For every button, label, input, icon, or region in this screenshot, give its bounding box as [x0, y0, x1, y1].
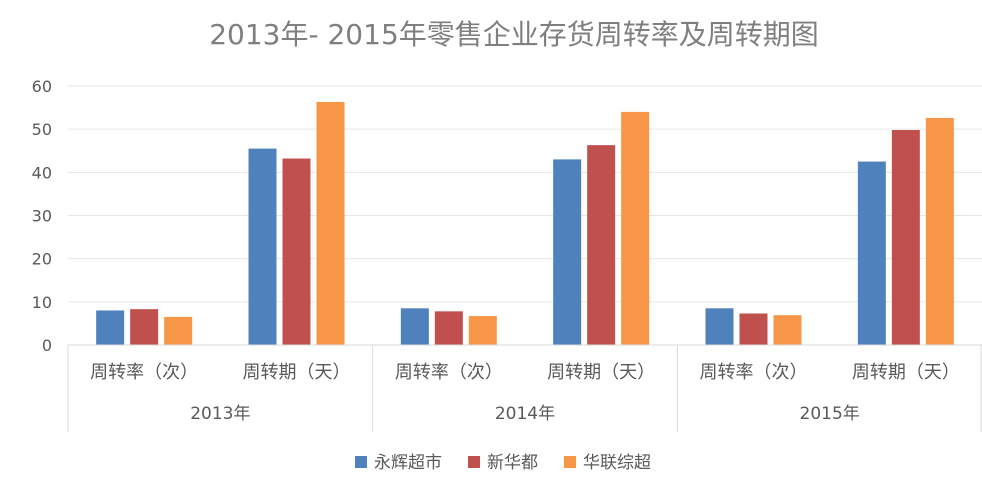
bar — [587, 145, 616, 345]
x-group-label: 2013年 — [190, 404, 250, 424]
x-category-label: 周转率（次） — [90, 362, 198, 383]
legend-swatch — [564, 456, 576, 468]
gridlines — [68, 85, 982, 346]
bar — [891, 130, 920, 345]
y-tick-label: 20 — [32, 250, 52, 269]
x-category-label: 周转率（次） — [700, 362, 808, 383]
y-tick-label: 40 — [32, 163, 52, 182]
bar — [96, 310, 125, 345]
bar — [621, 111, 650, 346]
x-group-label: 2015年 — [800, 404, 860, 424]
bar — [705, 308, 734, 345]
bar — [773, 315, 802, 345]
legend-label: 华联综超 — [583, 453, 651, 473]
bar — [130, 309, 159, 345]
legend-label: 新华都 — [487, 453, 538, 473]
legend-swatch — [355, 456, 367, 468]
x-category-label: 周转期（天） — [852, 362, 960, 383]
bar — [553, 159, 582, 345]
bar — [739, 313, 768, 345]
bars — [96, 101, 954, 346]
x-group-label: 2014年 — [495, 404, 555, 424]
x-category-label: 周转率（次） — [395, 362, 503, 383]
y-tick-label: 60 — [32, 77, 52, 96]
bar — [925, 117, 954, 346]
bar — [248, 148, 277, 345]
legend-swatch — [468, 456, 480, 468]
y-tick-label: 10 — [32, 293, 52, 312]
y-tick-label: 0 — [42, 336, 52, 355]
x-category-label: 周转期（天） — [547, 362, 655, 383]
bar — [164, 316, 193, 345]
bar — [434, 311, 463, 345]
y-axis: 0 10 20 30 40 50 60 — [32, 77, 52, 355]
x-axis: 周转率（次） 周转期（天） 2013年 周转率（次） 周转期（天） 2014年 周转率（次）… — [67, 344, 982, 432]
y-tick-label: 30 — [32, 207, 52, 226]
bar — [468, 316, 497, 345]
x-category-label: 周转期（天） — [243, 362, 351, 383]
chart-title: 2013年- 2015年零售企业存货周转率及周转期图 — [209, 18, 819, 51]
bar — [282, 158, 311, 345]
bar — [857, 161, 886, 345]
legend-label: 永辉超市 — [374, 453, 442, 473]
legend: 永辉超市 新华都 华联综超 — [355, 453, 651, 473]
bar — [400, 308, 429, 345]
bar — [316, 101, 345, 345]
y-tick-label: 50 — [32, 120, 52, 139]
